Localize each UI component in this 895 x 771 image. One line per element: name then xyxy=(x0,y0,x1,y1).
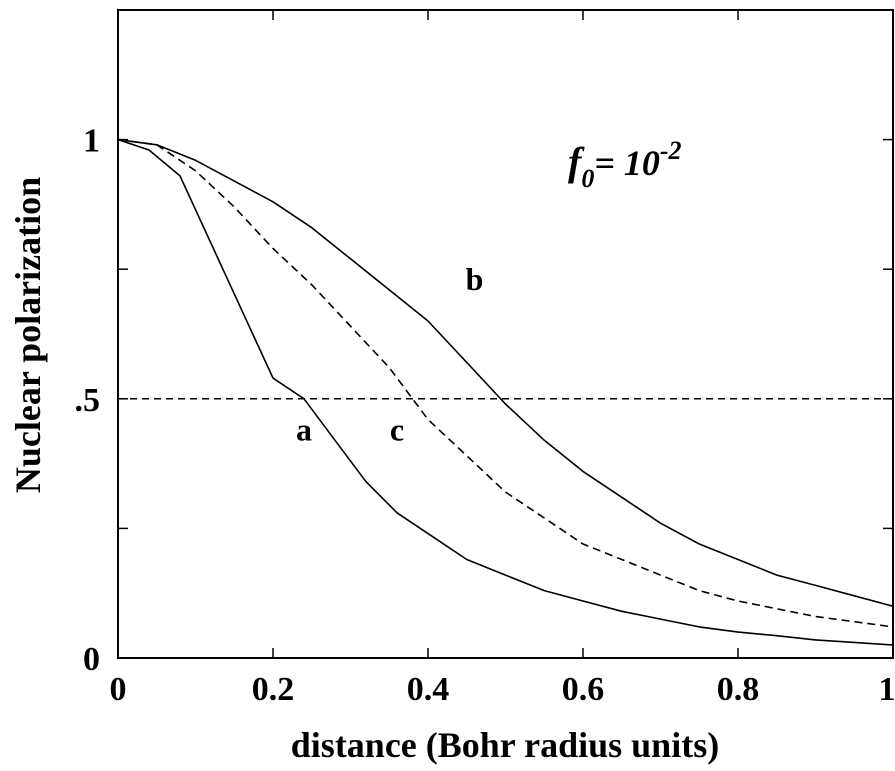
x-tick-label: 0.4 xyxy=(407,671,450,708)
annotation-exponent: -2 xyxy=(660,136,682,165)
annotation-subscript: 0 xyxy=(581,164,594,193)
x-axis-ticks: 0 0.2 0.4 0.6 0.8 1 xyxy=(110,10,895,708)
annotation: f0= 10-2 xyxy=(568,136,682,193)
series-labels: a b c xyxy=(296,261,483,447)
x-tick-label: 0.2 xyxy=(252,671,295,708)
series-label-b: b xyxy=(466,261,484,297)
y-tick-label: 1 xyxy=(83,123,100,160)
series-label-a: a xyxy=(296,411,312,447)
series-line-a xyxy=(117,138,894,646)
series-line-c xyxy=(117,138,894,628)
x-tick-label: 0.8 xyxy=(717,671,760,708)
series-layer xyxy=(117,138,894,646)
y-axis-ticks: 0.51 xyxy=(75,123,893,678)
annotation-equals: = 10 xyxy=(594,143,660,183)
x-tick-label: 0 xyxy=(110,671,127,708)
y-tick-label: .5 xyxy=(75,382,101,419)
series-line-b xyxy=(117,138,894,607)
x-tick-label: 1 xyxy=(879,671,895,708)
annotation-base: f xyxy=(568,139,585,184)
plot-frame xyxy=(117,9,894,659)
x-tick-label: 0.6 xyxy=(562,671,605,708)
y-axis-title: Nuclear polarization xyxy=(8,177,48,493)
x-axis-title: distance (Bohr radius units) xyxy=(291,725,719,765)
y-tick-label: 0 xyxy=(83,641,100,678)
series-label-c: c xyxy=(390,411,404,447)
